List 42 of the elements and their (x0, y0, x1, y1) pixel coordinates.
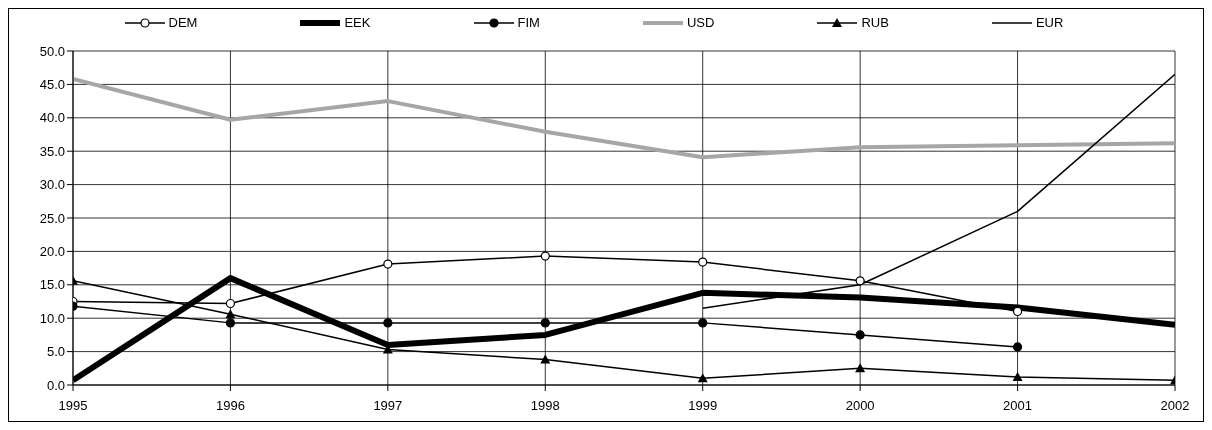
point (855, 330, 865, 340)
point (1012, 342, 1023, 352)
y-tick-label: 10.0 (39, 310, 65, 326)
point (1012, 371, 1023, 381)
point (540, 251, 550, 261)
x-tick-label: 2001 (1003, 398, 1033, 414)
point (697, 373, 708, 383)
point (855, 276, 865, 286)
x-tick-label: 1996 (215, 398, 245, 414)
point (383, 318, 393, 328)
point (540, 318, 550, 328)
point (855, 363, 866, 373)
x-tick-label: 1998 (530, 398, 560, 414)
point (698, 318, 708, 328)
y-tick-label: 30.0 (39, 177, 65, 193)
legend-label: FIM (517, 15, 540, 30)
y-tick-label: 5.0 (46, 344, 65, 360)
y-tick-label: 0.0 (46, 377, 65, 393)
point (540, 354, 551, 364)
x-tick-label: 1997 (373, 398, 403, 414)
x-tick-label: 1995 (58, 398, 88, 414)
point (383, 259, 393, 269)
x-tick-label: 2000 (845, 398, 875, 414)
point (698, 257, 708, 267)
point (1012, 306, 1023, 317)
point (225, 298, 236, 309)
legend-label: EUR (1035, 15, 1064, 30)
y-tick-label: 35.0 (39, 143, 65, 159)
y-tick-label: 25.0 (39, 210, 65, 226)
point (225, 318, 236, 328)
y-tick-label: 40.0 (39, 110, 65, 126)
legend-label: EEK (344, 15, 371, 30)
x-tick-label: 2002 (1160, 398, 1190, 414)
y-tick-label: 50.0 (39, 43, 65, 59)
y-tick-label: 20.0 (39, 244, 65, 260)
y-tick-label: 15.0 (39, 277, 65, 293)
y-tick-label: 45.0 (39, 77, 65, 93)
legend-label: DEM (168, 15, 198, 30)
x-tick-label: 1999 (688, 398, 718, 414)
point (225, 309, 236, 319)
legend-label: USD (686, 15, 715, 30)
legend-label: RUB (861, 15, 889, 30)
